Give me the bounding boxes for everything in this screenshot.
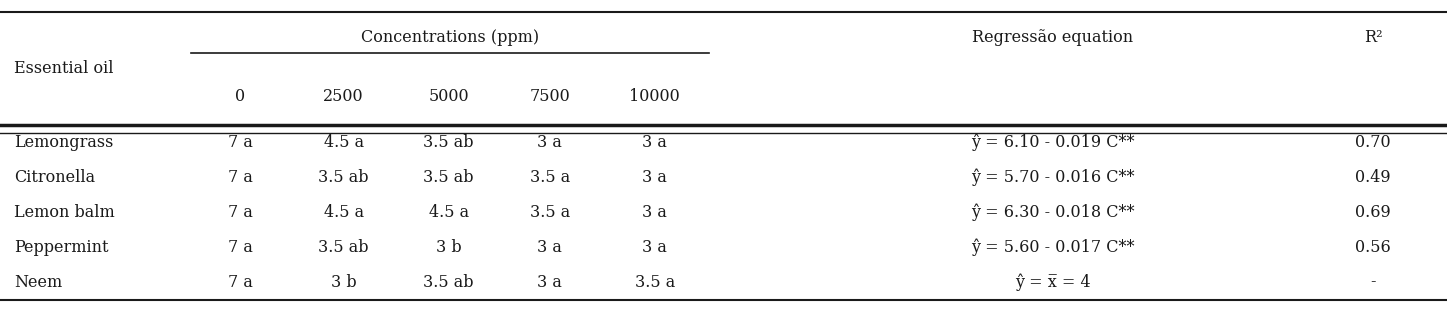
Text: 7 a: 7 a (227, 204, 253, 221)
Text: 3.5 a: 3.5 a (530, 204, 570, 221)
Text: 3 a: 3 a (642, 134, 667, 151)
Text: 3 a: 3 a (537, 274, 563, 290)
Text: ŷ = 5.60 - 0.017 C**: ŷ = 5.60 - 0.017 C** (971, 238, 1134, 256)
Text: 7 a: 7 a (227, 134, 253, 151)
Text: 7 a: 7 a (227, 169, 253, 186)
Text: 3 b: 3 b (436, 239, 462, 256)
Text: 4.5 a: 4.5 a (324, 134, 363, 151)
Text: 0.70: 0.70 (1356, 134, 1391, 151)
Text: 3.5 ab: 3.5 ab (318, 239, 369, 256)
Text: 3.5 a: 3.5 a (530, 169, 570, 186)
Text: 7 a: 7 a (227, 274, 253, 290)
Text: 3 a: 3 a (537, 239, 563, 256)
Text: 3 a: 3 a (642, 204, 667, 221)
Text: ŷ = 6.10 - 0.019 C**: ŷ = 6.10 - 0.019 C** (971, 134, 1134, 151)
Text: Regressão equation: Regressão equation (972, 29, 1133, 46)
Text: -: - (1370, 274, 1376, 290)
Text: 3.5 ab: 3.5 ab (424, 134, 473, 151)
Text: 7 a: 7 a (227, 239, 253, 256)
Text: 4.5 a: 4.5 a (428, 204, 469, 221)
Text: ŷ = 5.70 - 0.016 C**: ŷ = 5.70 - 0.016 C** (971, 168, 1134, 186)
Text: 0: 0 (236, 88, 245, 105)
Text: 3.5 a: 3.5 a (635, 274, 674, 290)
Text: R²: R² (1365, 29, 1382, 46)
Text: 0.56: 0.56 (1356, 239, 1391, 256)
Text: 3 a: 3 a (537, 134, 563, 151)
Text: Concentrations (ppm): Concentrations (ppm) (360, 29, 540, 46)
Text: 3.5 ab: 3.5 ab (424, 169, 473, 186)
Text: 4.5 a: 4.5 a (324, 204, 363, 221)
Text: Citronella: Citronella (14, 169, 96, 186)
Text: Lemongrass: Lemongrass (14, 134, 114, 151)
Text: 0.69: 0.69 (1356, 204, 1391, 221)
Text: 3.5 ab: 3.5 ab (318, 169, 369, 186)
Text: 3.5 ab: 3.5 ab (424, 274, 473, 290)
Text: Neem: Neem (14, 274, 62, 290)
Text: Lemon balm: Lemon balm (14, 204, 116, 221)
Text: 3 a: 3 a (642, 169, 667, 186)
Text: 10000: 10000 (629, 88, 680, 105)
Text: 3 b: 3 b (331, 274, 356, 290)
Text: 5000: 5000 (428, 88, 469, 105)
Text: Peppermint: Peppermint (14, 239, 109, 256)
Text: 2500: 2500 (323, 88, 365, 105)
Text: Essential oil: Essential oil (14, 60, 114, 77)
Text: 0.49: 0.49 (1356, 169, 1391, 186)
Text: ŷ = 6.30 - 0.018 C**: ŷ = 6.30 - 0.018 C** (971, 203, 1134, 221)
Text: 7500: 7500 (530, 88, 570, 105)
Text: ŷ = x̅ = 4: ŷ = x̅ = 4 (1014, 273, 1091, 291)
Text: 3 a: 3 a (642, 239, 667, 256)
